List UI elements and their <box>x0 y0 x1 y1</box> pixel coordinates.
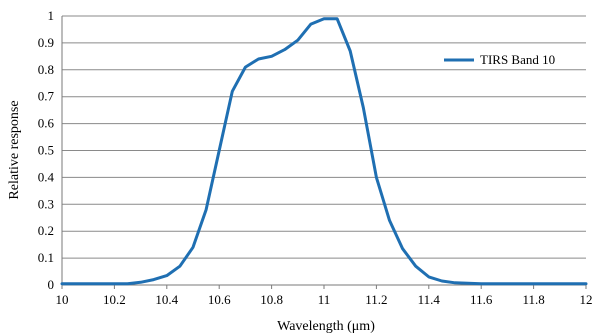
x-tick-label: 11.8 <box>522 292 544 307</box>
series-lines <box>60 17 588 286</box>
y-tick-label: 0.9 <box>38 35 54 50</box>
y-tick-label: 0.6 <box>38 116 55 131</box>
y-axis-title: Relative response <box>7 100 22 199</box>
x-tick-label: 12 <box>580 292 593 307</box>
x-tick-label: 10.4 <box>155 292 178 307</box>
x-tick-label: 11 <box>318 292 331 307</box>
y-tick-label: 0.3 <box>38 196 54 211</box>
y-tick-label: 0.8 <box>38 62 54 77</box>
x-tick-label: 10.6 <box>208 292 231 307</box>
x-tick-label: 11.6 <box>470 292 493 307</box>
series-line-0 <box>60 17 588 286</box>
grid <box>62 15 586 259</box>
x-axis-title: Wavelength (μm) <box>277 319 375 334</box>
y-tick-label: 1 <box>48 8 55 23</box>
legend: TIRS Band 10 <box>444 52 555 67</box>
y-tick-label: 0.7 <box>38 89 55 104</box>
y-tick-labels: 0 0.1 0.2 0.3 0.4 0.5 0.6 0.7 0.8 0.9 1 <box>38 8 55 292</box>
x-tick-label: 11.4 <box>418 292 441 307</box>
y-tick-label: 0.2 <box>38 223 54 238</box>
y-tick-label: 0.5 <box>38 143 54 158</box>
y-tick-label: 0.4 <box>38 169 55 184</box>
y-tick-label: 0.1 <box>38 250 54 265</box>
x-tick-label: 11.2 <box>365 292 387 307</box>
y-tick-label: 0 <box>48 277 55 292</box>
x-tick-label: 10.8 <box>260 292 283 307</box>
legend-label: TIRS Band 10 <box>480 52 555 67</box>
x-tick-label: 10.2 <box>103 292 126 307</box>
x-tick-label: 10 <box>56 292 69 307</box>
x-tick-labels: 10 10.2 10.4 10.6 10.8 11 11.2 11.4 11.6 11.8 12 <box>56 292 593 307</box>
